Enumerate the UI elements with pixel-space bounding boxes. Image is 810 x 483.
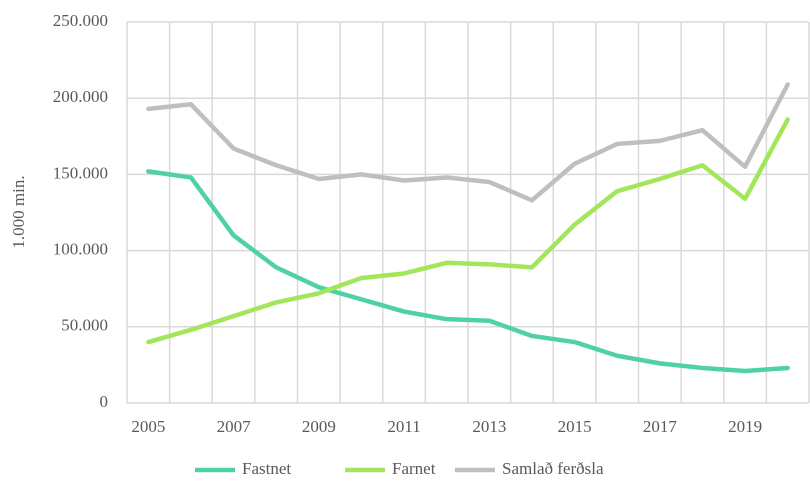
legend-label: Fastnet [242,459,291,478]
y-tick-label: 50.000 [61,316,108,335]
y-tick-label: 200.000 [53,87,108,106]
y-tick-label: 0 [100,392,109,411]
legend-label: Samlað ferðsla [502,459,604,478]
line-series [146,117,790,345]
line-series [146,82,790,203]
y-tick-label: 250.000 [53,11,108,30]
y-tick-label: 100.000 [53,240,108,259]
x-tick-label: 2015 [558,417,592,436]
x-tick-label: 2007 [217,417,252,436]
y-tick-label: 150.000 [53,163,108,182]
x-tick-label: 2013 [472,417,506,436]
legend-label: Farnet [392,459,436,478]
x-tick-label: 2005 [131,417,165,436]
x-tick-label: 2011 [387,417,420,436]
x-tick-label: 2017 [643,417,678,436]
x-tick-label: 2009 [302,417,336,436]
x-tick-label: 2019 [728,417,762,436]
line-series [146,169,790,374]
y-axis-label: 1.000 min. [9,175,28,248]
